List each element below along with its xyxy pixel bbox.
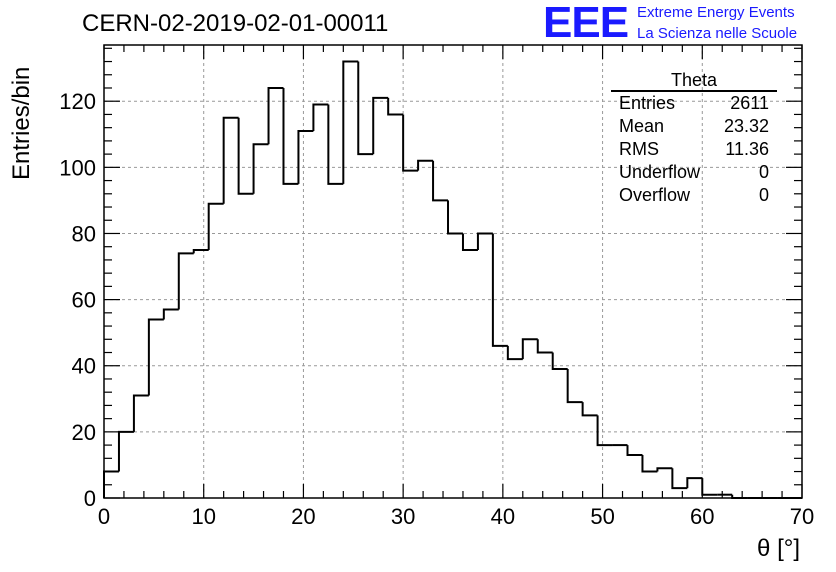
stats-row-underflow: Underflow 0 [611, 161, 777, 184]
histogram-bin [656, 467, 673, 472]
histogram-bin [147, 318, 164, 396]
histogram-bin [312, 103, 329, 131]
histogram-bin [506, 345, 523, 361]
histogram-bin [521, 338, 538, 360]
histogram-bin [297, 129, 314, 184]
logo-line-2: La Scienza nelle Scuole [637, 25, 798, 42]
y-tick-label: 20 [72, 420, 96, 445]
histogram-bin [192, 249, 209, 254]
stats-label: Mean [619, 116, 665, 136]
stats-label: RMS [619, 139, 659, 159]
y-tick-label: 0 [84, 486, 96, 511]
histogram-bin [432, 160, 449, 202]
stats-value: 0 [758, 162, 769, 182]
histogram-bin [252, 143, 269, 194]
x-tick-label: 0 [98, 504, 110, 529]
stats-value: 2611 [730, 93, 769, 113]
histogram-bin [237, 117, 254, 195]
stats-box: Theta Entries 2611 Mean 23.32 RMS 11.36 Und… [611, 70, 777, 207]
histogram-bin [132, 394, 149, 432]
histogram-bin [566, 369, 583, 404]
plot-frame [103, 44, 803, 499]
histogram-bin [491, 233, 508, 347]
histogram-bin [402, 114, 419, 172]
stats-value: 11.36 [725, 139, 769, 159]
histogram-bin [461, 233, 478, 252]
histogram-bin [671, 468, 688, 490]
x-axis-label: θ [°] [757, 535, 800, 562]
histogram-bin [641, 455, 658, 473]
histogram-bin [581, 402, 598, 417]
logo-line-1: Extreme Energy Events [637, 4, 795, 21]
stats-value: 23.32 [723, 116, 769, 136]
x-tick-label: 70 [790, 504, 814, 529]
histogram-bin [357, 61, 374, 156]
histogram-bin [447, 200, 463, 235]
histogram-bin [267, 86, 284, 145]
x-tick-label: 50 [590, 504, 614, 529]
histogram-bin [686, 477, 703, 489]
stats-label: Overflow [619, 185, 691, 205]
stats-label: Entries [619, 93, 676, 113]
histogram-bin [387, 97, 404, 116]
histogram-bin [417, 159, 434, 171]
histogram-bars [103, 60, 802, 499]
histogram-bin [536, 339, 553, 354]
histogram-bin [596, 415, 613, 447]
y-tick-label: 80 [72, 221, 96, 246]
x-tick-label: 10 [191, 504, 215, 529]
histogram-bin [701, 478, 718, 496]
stats-row-mean: Mean 23.32 [611, 115, 777, 138]
stats-value: 0 [758, 185, 769, 205]
x-tick-label: 40 [491, 504, 515, 529]
x-tick-label: 60 [690, 504, 714, 529]
eee-logo: EEE [543, 0, 629, 47]
histogram-bin [117, 430, 134, 472]
histogram-bin [282, 87, 299, 185]
y-tick-label: 40 [72, 354, 96, 379]
histogram-bin [372, 96, 389, 155]
chart-title: CERN-02-2019-02-01-00011 [82, 10, 389, 37]
tick-labels: 0 10 20 30 40 50 60 70 0 20 40 60 80 100 120 [59, 89, 814, 529]
stats-row-entries: Entries 2611 [611, 92, 777, 115]
histogram-bin [551, 352, 568, 371]
histogram-bin [342, 60, 359, 184]
stats-row-overflow: Overflow 0 [611, 184, 777, 207]
histogram-bin [476, 232, 493, 251]
histogram-bin [626, 445, 643, 457]
histogram-bin [327, 104, 344, 185]
histogram-bin [177, 252, 194, 310]
y-tick-label: 60 [72, 288, 96, 313]
x-tick-label: 20 [291, 504, 315, 529]
histogram-bin [222, 116, 239, 204]
histogram-bin [162, 308, 179, 320]
histogram-bin [207, 202, 224, 251]
stats-title: Theta [611, 70, 777, 92]
x-tick-label: 30 [391, 504, 415, 529]
axes [103, 44, 803, 499]
y-axis-label: Entries/bin [8, 66, 35, 180]
stats-row-rms: RMS 11.36 [611, 138, 777, 161]
y-tick-label: 100 [59, 155, 96, 180]
stats-label: Underflow [619, 162, 701, 182]
y-tick-label: 120 [59, 89, 96, 114]
